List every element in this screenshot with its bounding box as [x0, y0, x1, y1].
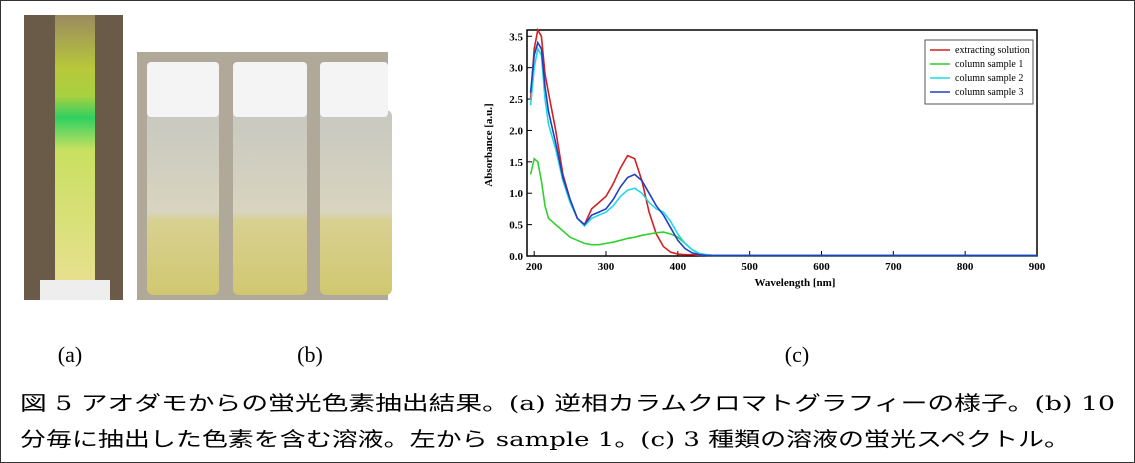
y-tick-label: 3.0 [509, 63, 523, 75]
panel-label: (c) [785, 342, 809, 367]
caption-line: 分毎に抽出した色素を含む溶液。左から sample 1。(c) 3 種類の溶液の… [20, 427, 1070, 451]
photo-vials [137, 52, 392, 300]
y-tick-label: 2.5 [509, 94, 523, 106]
photo-column [24, 15, 123, 300]
x-tick-label: 800 [957, 261, 974, 273]
x-tick-label: 400 [670, 261, 687, 273]
y-tick-label: 2.0 [509, 125, 523, 137]
y-tick-label: 0.0 [509, 251, 523, 263]
legend-label: column sample 2 [955, 73, 1023, 84]
y-axis-label: Absorbance [a.u.] [483, 103, 495, 186]
y-tick-label: 3.5 [509, 31, 523, 43]
panel-label: (b) [297, 342, 323, 367]
legend-label: column sample 1 [955, 59, 1023, 70]
y-tick-label: 1.0 [509, 188, 523, 200]
legend-label: extracting solution [955, 45, 1030, 56]
figure: (a) (b) (c) 図 5 アオダモからの蛍光色素抽出結果。(a) 逆相カラ… [0, 0, 1135, 463]
legend-label: column sample 3 [955, 87, 1023, 98]
x-axis-label: Wavelength [nm] [755, 277, 836, 289]
x-tick-label: 700 [885, 261, 902, 273]
x-tick-label: 500 [741, 261, 758, 273]
y-tick-label: 0.5 [509, 220, 523, 232]
x-tick-label: 900 [1029, 261, 1046, 273]
x-tick-label: 600 [813, 261, 830, 273]
x-tick-label: 300 [598, 261, 615, 273]
caption-line: 図 5 アオダモからの蛍光色素抽出結果。(a) 逆相カラムクロマトグラフィーの様… [20, 391, 1115, 415]
y-tick-label: 1.5 [509, 157, 523, 169]
x-tick-label: 200 [526, 261, 543, 273]
panel-label: (a) [58, 342, 82, 367]
